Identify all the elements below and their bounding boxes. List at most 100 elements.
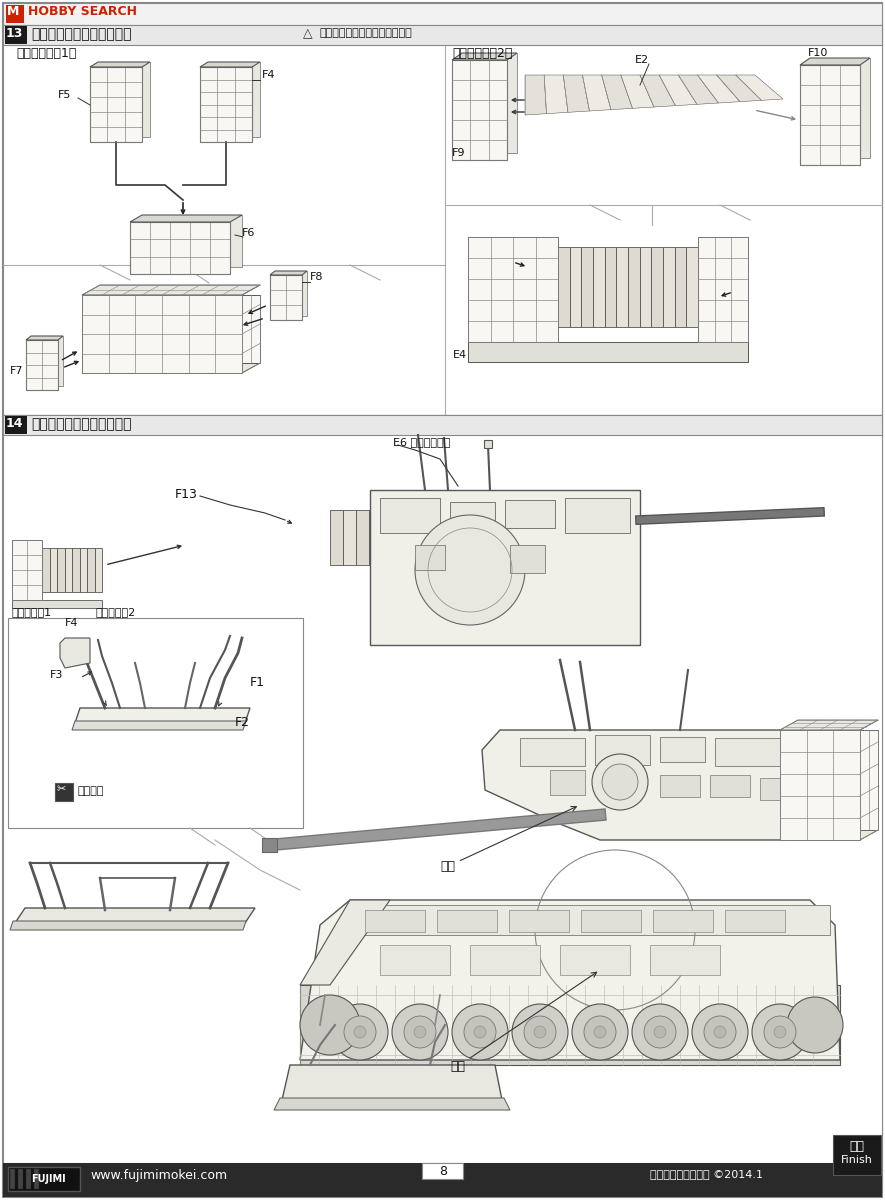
Bar [422, 1163, 463, 1178]
Circle shape [752, 1004, 808, 1060]
Bar [550, 770, 585, 794]
Polygon shape [674, 247, 687, 326]
Text: F6: F6 [242, 228, 256, 238]
Bar [18, 1169, 23, 1189]
Bar [350, 905, 830, 935]
Circle shape [592, 754, 648, 810]
Bar [560, 946, 630, 974]
Polygon shape [525, 74, 547, 115]
Bar [55, 782, 73, 802]
Bar [3, 25, 882, 415]
Polygon shape [300, 900, 390, 985]
Polygon shape [80, 548, 87, 592]
Polygon shape [26, 340, 58, 390]
Polygon shape [275, 271, 307, 316]
Polygon shape [697, 74, 740, 103]
Polygon shape [65, 548, 72, 592]
Circle shape [572, 1004, 628, 1060]
Circle shape [704, 1016, 736, 1048]
Polygon shape [640, 74, 675, 107]
Bar [6, 5, 24, 23]
Polygon shape [72, 548, 80, 592]
Text: ✂: ✂ [57, 784, 66, 794]
Bar [3, 415, 882, 434]
Bar [3, 1163, 882, 1198]
Bar [505, 500, 555, 528]
Text: △: △ [303, 26, 312, 40]
Text: Finish: Finish [841, 1154, 873, 1165]
Polygon shape [616, 247, 628, 326]
Bar [415, 545, 445, 570]
Text: 砲塔・ドーザーの組み立て: 砲塔・ドーザーの組み立て [31, 416, 132, 431]
Polygon shape [558, 247, 570, 326]
Text: F13: F13 [175, 488, 198, 502]
Bar [5, 26, 27, 44]
Circle shape [584, 1016, 616, 1048]
Text: 砲塔バスケットの組み立て: 砲塔バスケットの組み立て [31, 26, 132, 41]
Bar [510, 545, 545, 572]
Polygon shape [50, 548, 57, 592]
Polygon shape [87, 548, 95, 592]
Polygon shape [408, 510, 421, 565]
Bar [262, 838, 277, 852]
Polygon shape [447, 510, 460, 565]
Bar [760, 778, 800, 800]
Polygon shape [452, 53, 517, 60]
Text: 完成: 完成 [850, 1140, 865, 1153]
Polygon shape [544, 74, 568, 114]
Text: F1: F1 [250, 676, 265, 689]
Polygon shape [604, 247, 616, 326]
Polygon shape [300, 985, 840, 1066]
Bar [565, 498, 630, 533]
Circle shape [714, 1026, 726, 1038]
Text: 13: 13 [6, 26, 23, 40]
Circle shape [594, 1026, 606, 1038]
Polygon shape [369, 510, 382, 565]
Polygon shape [468, 236, 558, 342]
Bar [380, 498, 440, 533]
Text: 車体: 車体 [450, 972, 596, 1073]
Bar [595, 770, 630, 794]
Bar [5, 416, 27, 434]
Text: F5: F5 [58, 90, 72, 100]
Polygon shape [735, 74, 783, 101]
Polygon shape [860, 730, 878, 830]
Polygon shape [300, 900, 840, 1060]
Polygon shape [26, 336, 63, 340]
Circle shape [692, 1004, 748, 1060]
Polygon shape [282, 1066, 502, 1100]
Bar [470, 946, 540, 974]
Text: 「バスケット2」: 「バスケット2」 [452, 47, 512, 60]
Polygon shape [651, 247, 663, 326]
Polygon shape [82, 362, 260, 373]
Polygon shape [482, 730, 810, 840]
Bar [650, 946, 720, 974]
Bar [660, 737, 705, 762]
Circle shape [764, 1016, 796, 1048]
Polygon shape [274, 1098, 510, 1110]
Polygon shape [72, 721, 246, 730]
Text: F8: F8 [310, 272, 324, 282]
Text: バスケット2: バスケット2 [95, 607, 135, 617]
Circle shape [644, 1016, 676, 1048]
Bar [3, 415, 882, 1190]
Polygon shape [434, 510, 447, 565]
Text: F7: F7 [10, 366, 24, 376]
Bar [509, 910, 569, 932]
Polygon shape [602, 74, 633, 109]
Bar [833, 1135, 881, 1175]
Text: フジミ模型株式会社 ©2014.1: フジミ模型株式会社 ©2014.1 [650, 1169, 763, 1178]
Text: FUJIMI: FUJIMI [31, 1174, 65, 1184]
Text: 切り取り: 切り取り [78, 786, 104, 796]
Bar [10, 1169, 15, 1189]
Polygon shape [395, 510, 408, 565]
Polygon shape [90, 67, 142, 142]
Polygon shape [581, 247, 593, 326]
Bar [34, 1169, 39, 1189]
Circle shape [344, 1016, 376, 1048]
Bar [8, 618, 303, 828]
Polygon shape [640, 247, 651, 326]
Text: 部品の向きに注意しましょう。: 部品の向きに注意しましょう。 [320, 28, 412, 38]
Text: バスケット1: バスケット1 [12, 607, 52, 617]
Polygon shape [208, 62, 260, 137]
